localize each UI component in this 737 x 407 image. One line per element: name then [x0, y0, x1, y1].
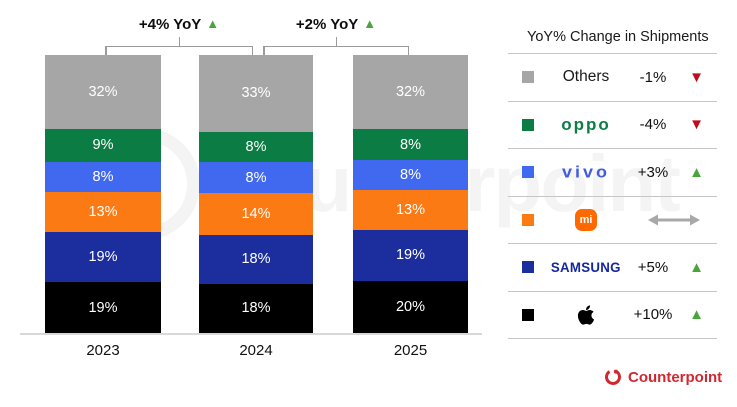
yoy-annotation-2025: +2% YoY ▲ — [261, 16, 411, 33]
bracket-tick — [105, 46, 107, 55]
down-triangle-icon: ▼ — [689, 116, 704, 134]
segment-value: 18% — [241, 300, 271, 317]
oppo-color-swatch — [522, 118, 534, 131]
samsung-logo: SAMSUNG — [550, 259, 621, 276]
xiaomi-color-swatch — [522, 213, 534, 226]
apple-logo-icon — [577, 305, 595, 325]
segment-apple-2024: 18% — [199, 283, 313, 333]
bracket-2023-2024 — [105, 46, 253, 47]
bracket-tick — [178, 37, 180, 46]
up-triangle-icon: ▲ — [363, 16, 377, 31]
segment-value: 32% — [395, 84, 426, 101]
segment-vivo-2024: 8% — [199, 162, 313, 194]
segment-oppo-2024: 8% — [199, 131, 313, 163]
segment-value: 19% — [395, 247, 426, 264]
segment-value: 8% — [245, 169, 267, 186]
bracket-tick — [335, 37, 337, 46]
segment-samsung-2025: 19% — [353, 230, 468, 281]
bracket-2024-2025 — [263, 46, 409, 47]
segment-xiaomi-2023: 13% — [45, 192, 161, 232]
apple-change-value: +10% — [633, 306, 673, 324]
segment-value: 13% — [395, 202, 426, 219]
segment-others-2025: 32% — [353, 55, 468, 130]
legend-row-oppo: oppo -4% ▼ — [508, 102, 717, 149]
samsung-color-swatch — [522, 261, 534, 274]
vivo-change-value: +3% — [637, 163, 669, 181]
segment-oppo-2023: 9% — [45, 129, 161, 162]
up-triangle-icon: ▲ — [689, 258, 704, 276]
counterpoint-wordmark: Counterpoint — [628, 368, 723, 386]
segment-value: 20% — [395, 298, 426, 315]
bar-2024: 33% 8% 8% 14% 18% 18% — [199, 55, 313, 333]
others-label: Others — [562, 68, 610, 86]
flat-double-arrow-icon — [647, 214, 700, 226]
oppo-change-value: -4% — [639, 116, 667, 134]
segment-xiaomi-2025: 13% — [353, 190, 468, 231]
yoy-annotation-2024: +4% YoY ▲ — [104, 16, 254, 33]
segment-vivo-2023: 8% — [45, 161, 161, 193]
segment-samsung-2023: 19% — [45, 231, 161, 283]
apple-color-swatch — [522, 308, 534, 321]
counterpoint-logo: Counterpoint — [604, 368, 722, 386]
segment-others-2023: 32% — [45, 55, 161, 130]
mi-logo-text: mi — [579, 213, 593, 226]
segment-value: 8% — [92, 168, 114, 185]
legend-title: YoY% Change in Shipments — [508, 20, 717, 54]
segment-value: 13% — [88, 204, 118, 220]
segment-value: 19% — [88, 249, 118, 266]
yoy-annotation-label: +2% YoY — [295, 16, 359, 33]
vivo-logo: vivo — [561, 162, 611, 181]
x-axis-label-2024: 2024 — [239, 342, 273, 359]
segment-value: 32% — [88, 84, 118, 101]
segment-others-2024: 33% — [199, 55, 313, 132]
counterpoint-c-icon — [605, 369, 621, 385]
segment-vivo-2025: 8% — [353, 159, 468, 191]
legend-row-samsung: SAMSUNG +5% ▲ — [508, 244, 717, 292]
vivo-color-swatch — [522, 166, 534, 179]
yoy-annotation-label: +4% YoY — [138, 16, 202, 33]
segment-value: 8% — [245, 139, 267, 156]
up-triangle-icon: ▲ — [689, 306, 704, 324]
bar-2025: 32% 8% 8% 13% 19% 20% — [353, 55, 468, 333]
samsung-change-value: +5% — [637, 258, 669, 276]
segment-value: 8% — [400, 167, 421, 184]
up-triangle-icon: ▲ — [206, 16, 220, 31]
down-triangle-icon: ▼ — [689, 68, 704, 86]
bracket-tick — [251, 46, 253, 55]
x-axis-label-2025: 2025 — [393, 342, 428, 359]
segment-oppo-2025: 8% — [353, 129, 468, 160]
legend-row-others: Others -1% ▼ — [508, 54, 717, 102]
others-color-swatch — [522, 71, 534, 84]
oppo-logo: oppo — [561, 114, 611, 134]
segment-value: 19% — [88, 299, 118, 316]
segment-value: 33% — [241, 85, 271, 102]
bar-2023: 32% 9% 8% 13% 19% 19% — [45, 55, 161, 333]
legend-row-apple: +10% ▲ — [508, 292, 717, 339]
segment-value: 8% — [400, 136, 421, 153]
legend: YoY% Change in Shipments Others -1% ▼ op… — [508, 20, 717, 339]
x-axis-line — [20, 333, 482, 335]
legend-row-xiaomi: mi — [508, 197, 717, 244]
segment-apple-2025: 20% — [353, 280, 468, 333]
segment-value: 14% — [241, 205, 271, 222]
bracket-tick — [263, 46, 265, 55]
up-triangle-icon: ▲ — [689, 163, 704, 181]
bracket-tick — [407, 46, 409, 55]
legend-row-vivo: vivo +3% ▲ — [508, 149, 717, 197]
x-axis-label-2023: 2023 — [86, 342, 120, 359]
segment-value: 18% — [241, 251, 271, 268]
segment-xiaomi-2024: 14% — [199, 193, 313, 235]
segment-apple-2023: 19% — [45, 282, 161, 333]
xiaomi-mi-logo: mi — [575, 208, 597, 231]
others-change-value: -1% — [639, 68, 667, 86]
segment-value: 9% — [92, 137, 114, 154]
segment-samsung-2024: 18% — [199, 234, 313, 284]
